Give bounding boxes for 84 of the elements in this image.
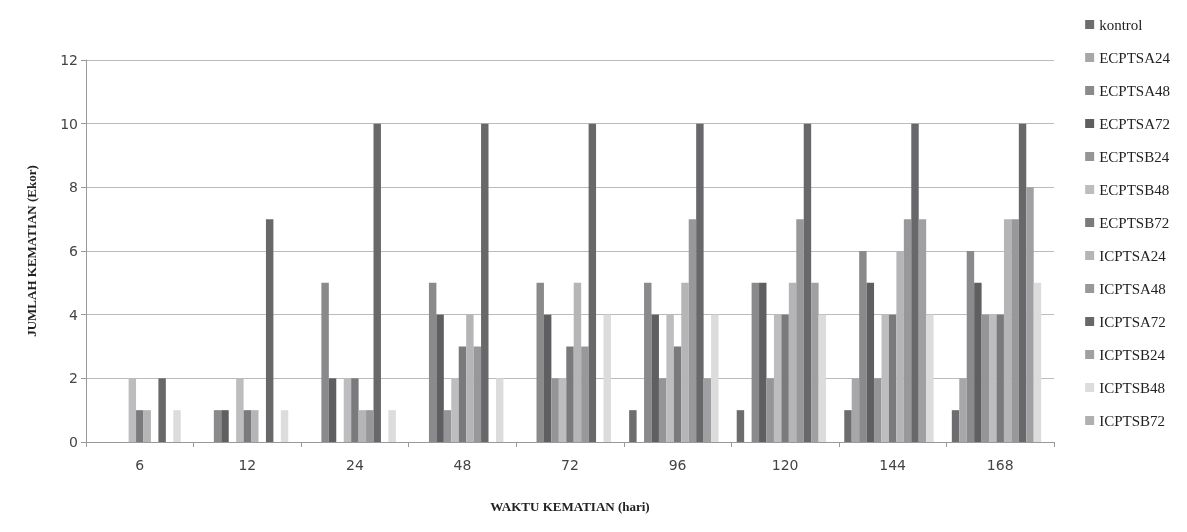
legend-label: ICPTSA24: [1099, 247, 1167, 264]
bar: [644, 282, 652, 442]
bar: [1018, 123, 1027, 442]
legend-label: ECPTSB72: [1099, 214, 1170, 231]
legend-label: ECPTSB48: [1099, 181, 1170, 198]
bar: [221, 410, 229, 442]
bar: [966, 251, 975, 442]
bar: [926, 314, 934, 442]
y-tick-label: 8: [69, 179, 78, 196]
legend-label: ECPTSA48: [1099, 82, 1171, 99]
bar: [818, 314, 827, 442]
bar: [351, 378, 359, 442]
bar: [358, 410, 367, 442]
y-tick-label: 4: [69, 306, 79, 323]
x-axis-title: WAKTU KEMATIAN (hari): [490, 499, 650, 514]
x-tick-label: 120: [771, 457, 799, 473]
bar: [280, 410, 289, 442]
bar: [373, 123, 381, 442]
bar: [566, 346, 574, 442]
legend-label: ECPTSA72: [1099, 115, 1171, 132]
bar: [558, 378, 567, 442]
x-tick-label: 96: [668, 457, 687, 473]
bar: [888, 314, 897, 442]
bar: [696, 123, 704, 442]
bar: [996, 314, 1004, 442]
bar: [751, 282, 760, 442]
x-tick-label: 144: [879, 457, 907, 473]
bar: [859, 251, 867, 442]
bar: [911, 123, 919, 442]
bar: [458, 346, 467, 442]
y-tick-label: 6: [69, 243, 79, 259]
x-tick-label: 72: [561, 457, 579, 473]
bar: [481, 123, 489, 442]
x-tick-label: 168: [986, 457, 1014, 473]
bar: [265, 219, 274, 442]
y-tick-label: 12: [60, 52, 78, 68]
bar: [851, 378, 860, 442]
bar: [428, 282, 437, 442]
bar: [781, 314, 789, 442]
bar: [736, 410, 745, 442]
y-tick-label: 0: [69, 434, 78, 450]
bar: [1033, 282, 1042, 442]
bar: [603, 314, 611, 442]
x-tick-label: 6: [135, 457, 145, 473]
legend-label: ICPTSB48: [1099, 379, 1166, 396]
bar: [243, 410, 252, 442]
bar: [866, 282, 875, 442]
legend-label: ECPTSA24: [1099, 49, 1171, 66]
bar: [803, 123, 812, 442]
legend-label: kontrol: [1099, 16, 1143, 33]
legend-label: ICPTSB24: [1099, 346, 1166, 363]
y-tick-label: 10: [60, 115, 78, 132]
bar: [213, 410, 222, 442]
x-tick-label: 12: [238, 457, 257, 473]
legend-label: ICPTSA72: [1099, 313, 1166, 330]
bar: [158, 378, 166, 442]
bar: [388, 410, 396, 442]
legend-label: ICPTSA48: [1099, 280, 1166, 297]
bar: [588, 123, 597, 442]
bar: [844, 410, 852, 442]
y-axis-title: JUMLAH KEMATIAN (Ekor): [24, 165, 39, 337]
bar: [629, 410, 637, 442]
bar: [536, 282, 544, 442]
bar: [251, 410, 259, 442]
bar: [436, 314, 444, 442]
bar: [136, 410, 144, 442]
bar: [543, 314, 552, 442]
x-tick-label: 24: [345, 457, 364, 473]
legend-label: ICPTSB72: [1099, 412, 1166, 429]
bar: [759, 282, 767, 442]
bar: [328, 378, 337, 442]
bar: [321, 282, 329, 442]
bar: [143, 410, 151, 442]
bar: [173, 410, 181, 442]
bar: [959, 378, 967, 442]
y-tick-label: 2: [69, 370, 78, 387]
bar: [495, 378, 504, 442]
bar: [951, 410, 960, 442]
x-tick-label: 48: [453, 457, 472, 473]
legend-label: ECPTSB24: [1099, 148, 1170, 165]
bar: [711, 314, 719, 442]
bar: [974, 282, 982, 442]
bar: [651, 314, 659, 442]
bar: [673, 346, 682, 442]
